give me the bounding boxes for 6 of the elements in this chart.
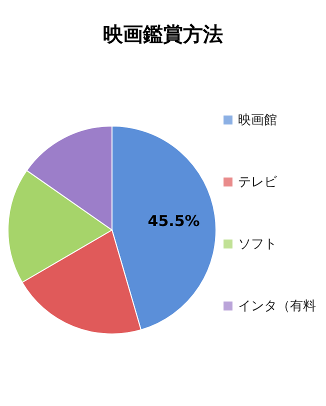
legend-label: テレビ xyxy=(238,175,278,190)
data-label: 45.5% xyxy=(148,212,200,230)
legend-label: インタ（有料 xyxy=(238,299,316,314)
legend-label: ソフト xyxy=(238,237,277,252)
legend-label: 映画館 xyxy=(238,113,277,128)
chart-title: 映画鑑賞方法 xyxy=(103,22,223,46)
